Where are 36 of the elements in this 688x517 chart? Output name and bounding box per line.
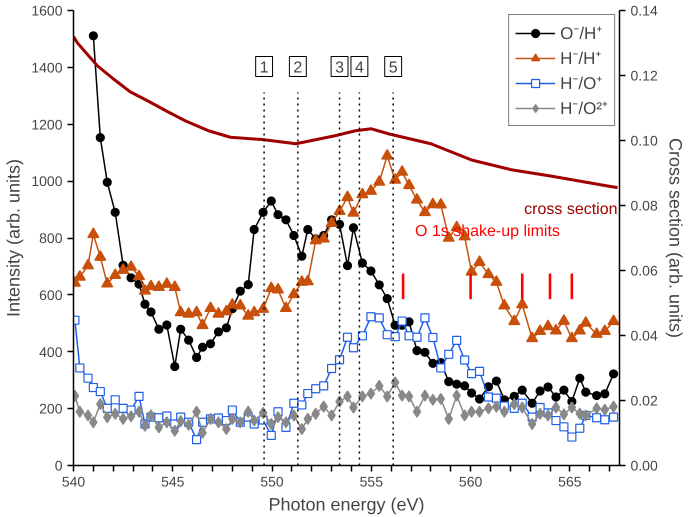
y-tick-label: 200 (39, 400, 63, 417)
x-tick-label: 555 (360, 474, 384, 490)
x-tick-label: 540 (62, 474, 86, 490)
annotation: 2 (293, 59, 302, 76)
legend-label: H⁻/O⁺ (560, 73, 602, 94)
y-tick-label: 400 (39, 344, 63, 360)
x-tick-label: 550 (260, 474, 284, 490)
annotation: 1 (260, 59, 269, 76)
y2-tick-label: 0.02 (630, 392, 658, 408)
series-label: cross section (524, 201, 618, 218)
y2-axis-title: Cross section (arb. units) (666, 138, 686, 338)
y-axis-title: Intensity (arb. units) (3, 158, 24, 318)
y-tick-label: 600 (39, 286, 63, 303)
y2-tick-label: 0.00 (630, 458, 658, 474)
y2-tick-label: 0.12 (630, 68, 658, 84)
y-tick-label: 0 (54, 458, 63, 474)
y-tick-label: 800 (39, 230, 63, 246)
annotation: 4 (354, 59, 364, 76)
legend-label: H⁻/H⁺ (560, 48, 602, 69)
y-tick-label: 1600 (31, 2, 63, 18)
y-tick-label: 1000 (31, 173, 63, 190)
legend-label: H⁻/O²⁺ (560, 98, 608, 119)
y-tick-label: 1400 (31, 59, 63, 76)
x-tick-label: 560 (458, 474, 482, 490)
annotation: 5 (388, 59, 398, 76)
y2-tick-label: 0.14 (630, 2, 658, 18)
y-tick-label: 1200 (31, 116, 63, 132)
y2-tick-label: 0.06 (630, 262, 658, 278)
legend-label: O⁻/H⁺ (560, 23, 602, 44)
y2-tick-label: 0.10 (630, 132, 658, 148)
annotation: 3 (335, 59, 344, 76)
y2-tick-label: 0.04 (630, 328, 658, 344)
x-axis-title: Photon energy (eV) (268, 494, 425, 514)
y2-tick-label: 0.08 (630, 198, 658, 214)
x-tick-label: 565 (558, 474, 582, 490)
x-tick-label: 545 (161, 474, 185, 490)
